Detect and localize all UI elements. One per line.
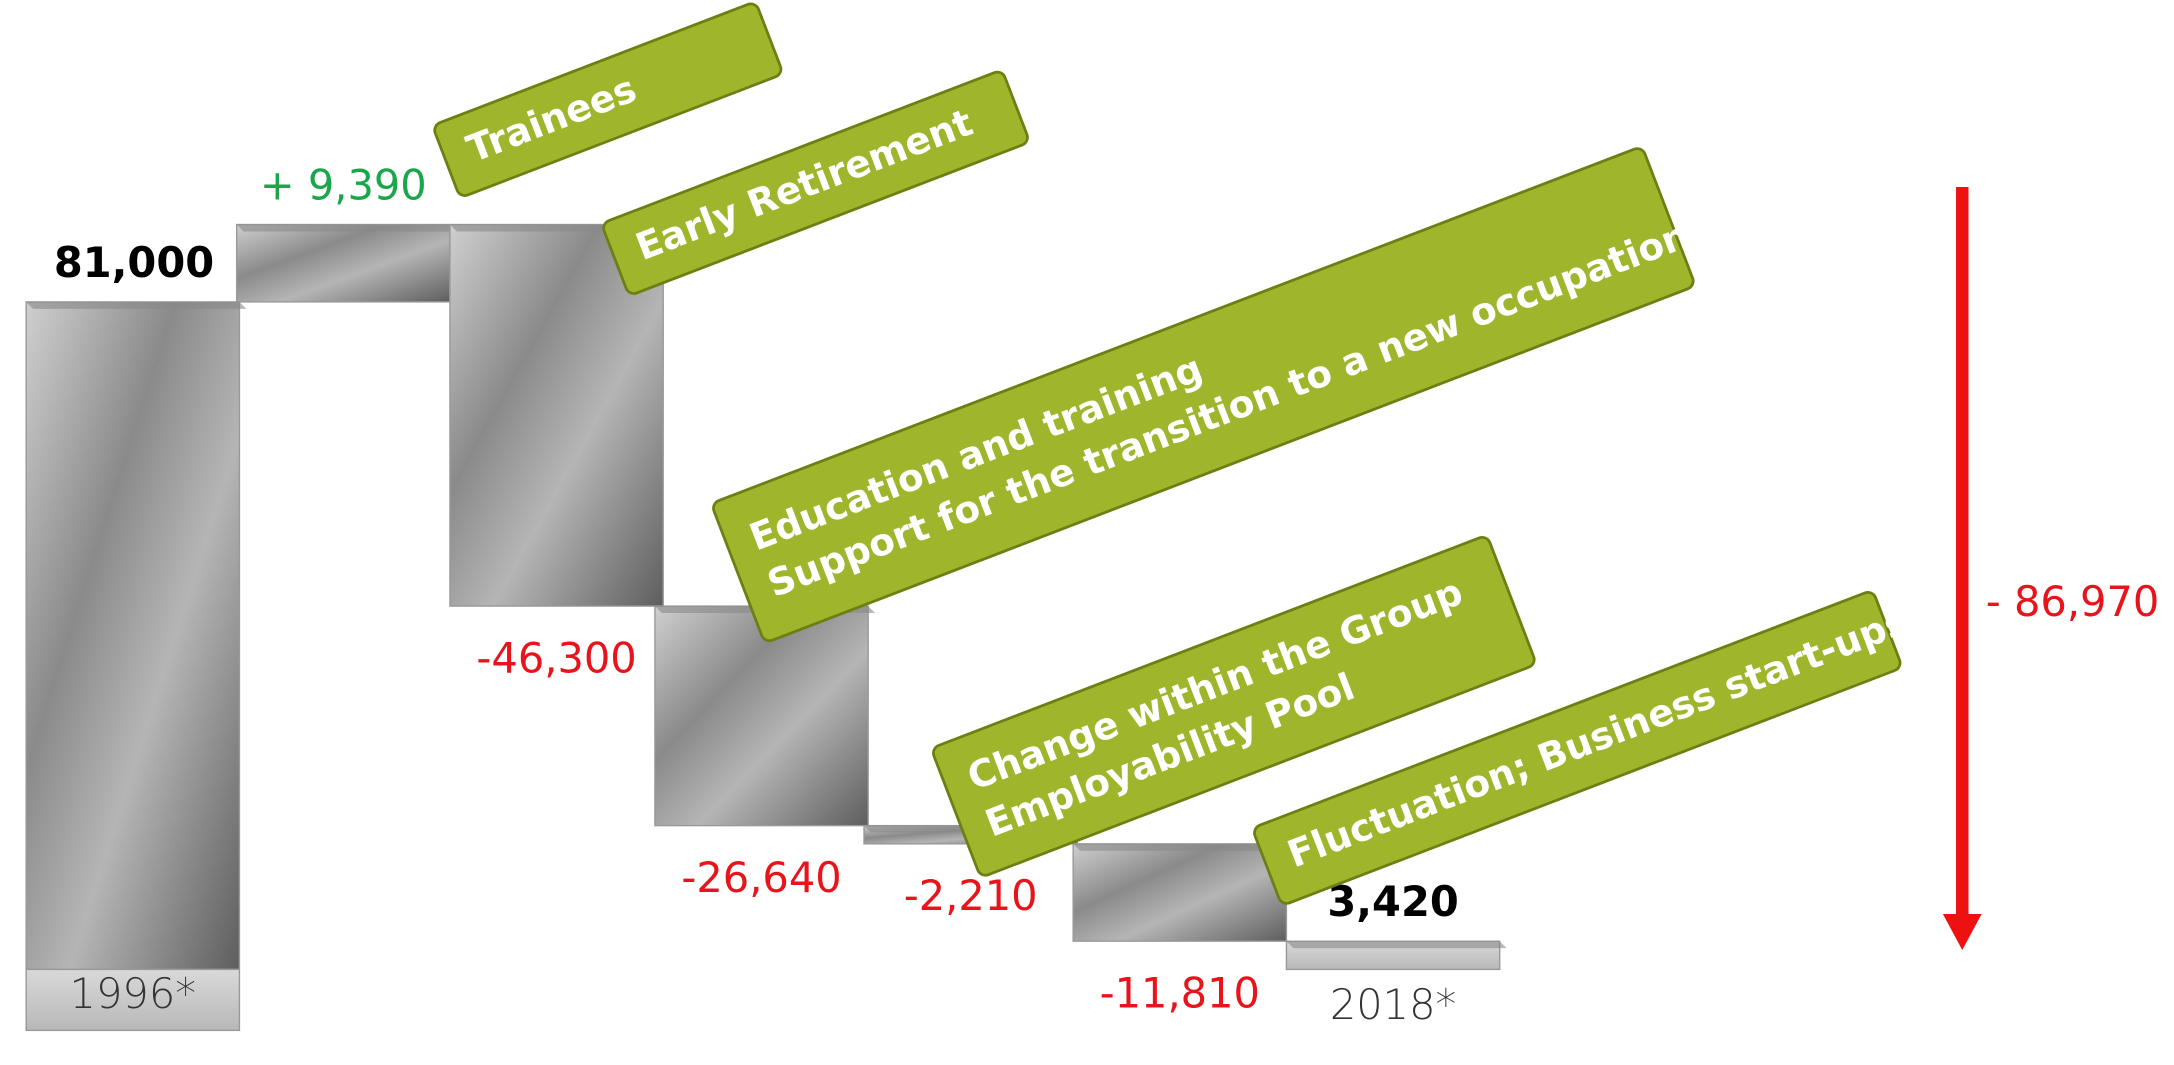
value-label: 3,420 (1327, 877, 1458, 926)
category-label: 2018* (1330, 980, 1456, 1029)
category-box (25, 968, 241, 1032)
annotation-box (712, 147, 1695, 643)
bar-edge (236, 224, 457, 232)
value-label: + 9,390 (260, 161, 427, 210)
bar (25, 301, 241, 971)
value-label: -26,640 (681, 853, 841, 902)
annotation-text: Early Retirement (630, 100, 979, 269)
annotation-box (433, 2, 783, 197)
annotation: Trainees (433, 2, 783, 197)
bar (654, 605, 869, 827)
bar-edge (1073, 843, 1294, 851)
annotation-text: Support for the transition to a new occu… (761, 212, 1695, 605)
arrow-head (1942, 914, 1982, 951)
bar-edge (26, 301, 247, 309)
bar (235, 223, 451, 303)
category-label: 1996* (70, 969, 196, 1018)
bar (1072, 843, 1288, 942)
annotation-box (932, 535, 1536, 877)
value-label: -2,210 (904, 871, 1038, 920)
bar-edge (1286, 941, 1507, 949)
annotation-box (1253, 590, 1902, 905)
annotation-box (602, 70, 1029, 295)
value-label: -46,300 (476, 633, 636, 682)
total-label: - 86,970 (1986, 577, 2160, 626)
value-label: 81,000 (54, 238, 214, 287)
value-label: -11,810 (1100, 969, 1260, 1018)
